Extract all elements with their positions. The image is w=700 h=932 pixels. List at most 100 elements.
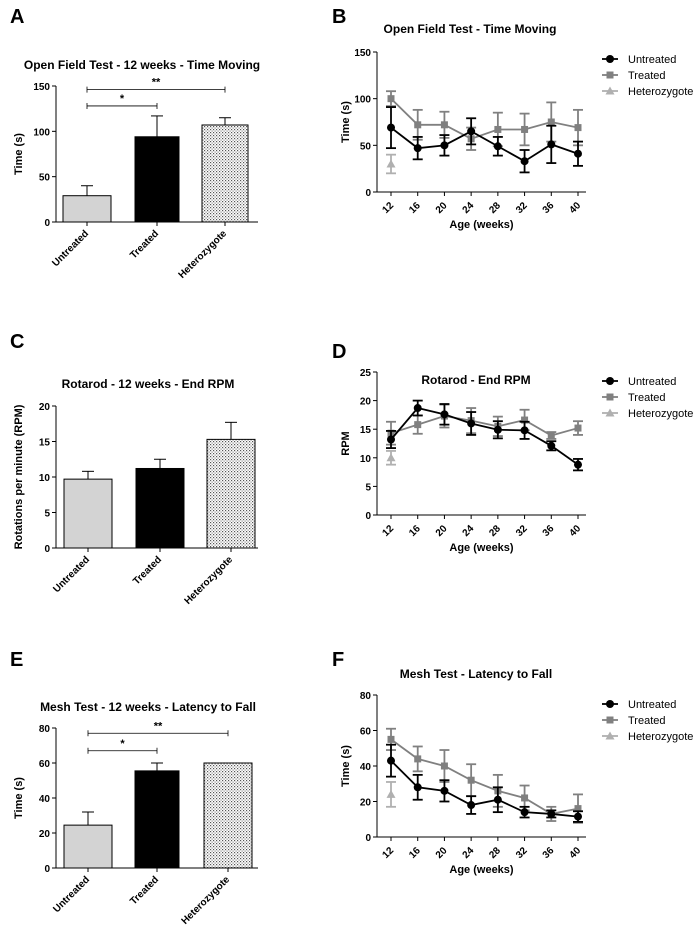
data-point bbox=[386, 159, 396, 168]
legend-label: Heterozygote bbox=[628, 86, 693, 98]
x-tick-label: 36 bbox=[541, 200, 557, 216]
series-line bbox=[390, 407, 579, 466]
series-untreated bbox=[386, 743, 583, 823]
y-tick-label: 150 bbox=[354, 48, 371, 59]
data-point bbox=[520, 808, 529, 817]
x-tick-label: Treated bbox=[128, 228, 161, 261]
x-tick-label: 36 bbox=[541, 845, 557, 861]
data-point bbox=[574, 149, 582, 158]
legend-label: Treated bbox=[628, 715, 666, 727]
data-point bbox=[521, 794, 529, 802]
x-tick-label: 12 bbox=[380, 523, 396, 539]
x-tick-label: 36 bbox=[541, 523, 557, 539]
data-point bbox=[574, 460, 582, 469]
x-tick-label: 40 bbox=[567, 845, 583, 861]
y-tick-label: 5 bbox=[44, 509, 50, 520]
chart-panel-d: D Rotarod - End RPM 0 5 10 15 20 25 RPM 12 16 20 24 2… bbox=[332, 341, 693, 554]
chart-title: Mesh Test - Latency to Fall bbox=[400, 667, 552, 681]
data-point bbox=[520, 157, 529, 166]
chart-title: Rotarod - End RPM bbox=[421, 373, 530, 387]
series-line bbox=[390, 126, 579, 163]
data-point bbox=[521, 416, 529, 424]
y-tick-label: 100 bbox=[354, 95, 371, 106]
y-tick-label: 15 bbox=[39, 438, 51, 449]
panel-letter: F bbox=[332, 649, 344, 671]
legend-label: Untreated bbox=[628, 54, 676, 66]
legend-label: Untreated bbox=[628, 699, 676, 711]
x-tick-label: Treated bbox=[128, 874, 161, 907]
series-heterozygote bbox=[386, 781, 396, 808]
data-point bbox=[574, 805, 582, 813]
x-axis-label: Age (weeks) bbox=[449, 542, 514, 554]
y-tick-label: 0 bbox=[44, 544, 50, 555]
significance-label: * bbox=[120, 738, 125, 750]
chart-panel-f: F Mesh Test - Latency to Fall 0 20 40 60 80 Tim… bbox=[332, 649, 693, 876]
bar-heterozygote bbox=[203, 762, 253, 869]
legend-marker bbox=[606, 716, 614, 724]
legend-marker bbox=[606, 700, 614, 708]
bar-treated bbox=[134, 770, 180, 869]
data-point bbox=[440, 121, 448, 129]
y-axis-label: Time (s) bbox=[13, 777, 25, 819]
legend-label: Treated bbox=[628, 392, 666, 404]
x-tick-label: 40 bbox=[567, 523, 583, 539]
x-tick-label: Untreated bbox=[51, 554, 92, 595]
y-axis-label: Time (s) bbox=[340, 101, 352, 143]
x-tick-label: 24 bbox=[461, 523, 477, 539]
chart-panel-e: E Mesh Test - 12 weeks - Latency to Fall 0… bbox=[10, 649, 258, 927]
chart-title: Open Field Test - 12 weeks - Time Moving bbox=[24, 58, 260, 72]
data-point bbox=[386, 453, 396, 462]
y-tick-label: 0 bbox=[365, 833, 371, 844]
data-point bbox=[493, 425, 502, 434]
y-tick-label: 0 bbox=[365, 188, 371, 199]
chart-panel-b: B Open Field Test - Time Moving 0 50 100 150 T… bbox=[332, 6, 693, 231]
y-tick-label: 10 bbox=[360, 454, 372, 465]
data-point bbox=[574, 424, 582, 432]
data-point bbox=[414, 755, 422, 763]
y-axis-label: Rotations per minute (RPM) bbox=[13, 404, 25, 549]
y-tick-label: 50 bbox=[360, 141, 372, 152]
data-point bbox=[547, 809, 556, 818]
series-heterozygote bbox=[386, 450, 396, 466]
x-tick-label: 32 bbox=[514, 845, 530, 861]
data-point bbox=[494, 125, 502, 133]
data-point bbox=[440, 786, 449, 795]
x-tick-label: 16 bbox=[407, 200, 423, 216]
data-point bbox=[547, 431, 555, 439]
y-tick-label: 80 bbox=[360, 691, 372, 702]
legend-marker bbox=[605, 731, 615, 740]
legend: Untreated Treated Heterozygote bbox=[602, 54, 693, 98]
y-tick-label: 150 bbox=[33, 82, 50, 93]
legend-marker bbox=[605, 408, 615, 417]
data-point bbox=[547, 140, 556, 149]
y-tick-label: 100 bbox=[33, 127, 50, 138]
bar-untreated bbox=[62, 195, 112, 223]
data-point bbox=[413, 404, 422, 413]
data-point bbox=[467, 127, 476, 136]
x-tick-label: 20 bbox=[434, 845, 450, 861]
x-tick-label: 12 bbox=[380, 845, 396, 861]
y-tick-label: 5 bbox=[365, 482, 371, 493]
data-point bbox=[547, 118, 555, 126]
legend-marker bbox=[606, 55, 614, 63]
x-tick-label: 12 bbox=[380, 200, 396, 216]
legend-label: Heterozygote bbox=[628, 731, 693, 743]
y-tick-label: 10 bbox=[39, 473, 51, 484]
x-tick-label: 16 bbox=[407, 845, 423, 861]
series-line bbox=[390, 760, 579, 818]
x-tick-label: 40 bbox=[567, 200, 583, 216]
legend-marker bbox=[606, 71, 614, 79]
x-tick-label: Untreated bbox=[51, 874, 92, 915]
panel-letter: D bbox=[332, 341, 346, 363]
y-tick-label: 25 bbox=[360, 368, 372, 379]
data-point bbox=[387, 735, 395, 743]
x-tick-label: 28 bbox=[487, 845, 503, 861]
significance-label: ** bbox=[152, 77, 161, 89]
data-point bbox=[387, 123, 395, 132]
x-tick-label: 24 bbox=[461, 845, 477, 861]
legend-marker bbox=[606, 377, 614, 385]
x-tick-label: Heterozygote bbox=[180, 874, 233, 927]
y-tick-label: 40 bbox=[360, 762, 372, 773]
series-line bbox=[390, 98, 579, 140]
